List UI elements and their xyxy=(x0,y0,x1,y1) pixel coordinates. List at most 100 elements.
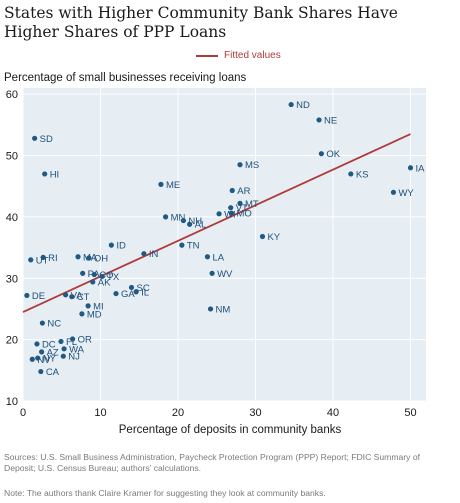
point-label-ny: NY xyxy=(43,354,57,365)
point-tx xyxy=(99,273,105,280)
point-nc xyxy=(39,320,45,326)
point-md xyxy=(79,311,85,317)
point-label-ne: NE xyxy=(324,115,337,126)
y-tick-60: 60 xyxy=(6,89,18,101)
point-mn xyxy=(163,214,169,220)
point-ms xyxy=(237,162,243,168)
point-wy xyxy=(390,189,397,195)
point-label-al: AL xyxy=(195,220,207,231)
x-tick-10: 10 xyxy=(94,407,106,419)
y-tick-20: 20 xyxy=(6,335,18,347)
point-label-ok: OK xyxy=(326,149,340,160)
point-label-az: AZ xyxy=(47,347,59,358)
point-or xyxy=(70,336,76,342)
y-tick-50: 50 xyxy=(6,151,18,163)
x-tick-40: 40 xyxy=(327,407,339,419)
point-label-ak: AK xyxy=(98,277,111,288)
y-tick-10: 10 xyxy=(6,396,18,408)
point-sd xyxy=(32,135,38,141)
y-tick-labels: 10 20 30 40 50 60 xyxy=(6,89,18,408)
point-la xyxy=(204,254,211,260)
point-label-wv: WV xyxy=(217,269,233,280)
point-oh xyxy=(86,255,92,261)
x-tick-labels: 0 10 20 30 40 50 xyxy=(20,407,417,419)
point-label-mn: MN xyxy=(171,212,186,223)
x-tick-50: 50 xyxy=(404,407,416,419)
point-label-tn: TN xyxy=(187,241,200,252)
point-ok xyxy=(318,151,324,157)
point-ri xyxy=(40,254,46,260)
point-mt xyxy=(237,200,243,206)
point-label-md: MD xyxy=(87,309,102,320)
point-label-nm: NM xyxy=(216,304,231,315)
x-tick-30: 30 xyxy=(249,407,261,419)
legend: Fitted values xyxy=(196,50,281,61)
point-label-nv: NV xyxy=(37,355,51,366)
point-de xyxy=(24,292,30,299)
point-hi xyxy=(42,171,48,177)
point-pa xyxy=(80,270,86,276)
y-axis-label: Percentage of small businesses receiving… xyxy=(4,72,247,84)
point-mo xyxy=(228,210,235,216)
point-az xyxy=(39,349,45,355)
point-label-id: ID xyxy=(116,241,126,252)
point-ut xyxy=(28,257,34,263)
point-ks xyxy=(348,171,354,177)
fitted-values-line xyxy=(22,133,411,313)
point-label-mt: MT xyxy=(245,199,259,210)
point-co xyxy=(91,271,97,278)
point-label-ga: GA xyxy=(121,289,135,300)
point-label-co: CO xyxy=(99,270,113,281)
plot-background xyxy=(23,88,426,401)
point-nv xyxy=(29,356,35,362)
point-label-nc: NC xyxy=(47,319,61,330)
point-ne xyxy=(316,117,322,123)
point-label-vt: VT xyxy=(236,203,248,214)
point-vt xyxy=(228,205,234,211)
point-label-wi: WI xyxy=(224,209,236,220)
point-label-ks: KS xyxy=(356,169,369,180)
point-label-mi: MI xyxy=(93,301,104,312)
point-al xyxy=(187,221,193,227)
point-label-tx: TX xyxy=(107,272,120,283)
point-wi xyxy=(216,211,222,217)
gridlines xyxy=(22,88,426,402)
point-me xyxy=(158,181,164,187)
x-axis-label: Percentage of deposits in community bank… xyxy=(118,424,342,436)
point-fl xyxy=(58,338,64,345)
point-label-va: VA xyxy=(71,290,84,301)
point-ia xyxy=(407,165,414,171)
point-label-ri: RI xyxy=(48,253,58,264)
point-ny xyxy=(35,355,41,361)
point-ak xyxy=(90,279,96,285)
point-label-nd: ND xyxy=(296,100,310,111)
point-label-nh: NH xyxy=(188,216,202,227)
point-ar xyxy=(229,187,235,194)
point-wv xyxy=(209,270,215,276)
point-label-ms: MS xyxy=(245,160,259,171)
point-ca xyxy=(38,368,44,375)
point-va xyxy=(63,292,69,298)
point-wa xyxy=(61,346,67,352)
point-in xyxy=(141,251,147,257)
legend-label-fitted: Fitted values xyxy=(224,50,281,61)
point-tn xyxy=(179,242,185,248)
y-tick-40: 40 xyxy=(6,212,18,224)
point-label-de: DE xyxy=(32,291,45,302)
point-label-sc: SC xyxy=(137,283,150,294)
sources-text: Sources: U.S. Small Business Administrat… xyxy=(4,452,420,473)
point-dc xyxy=(34,341,40,347)
point-label-fl: FL xyxy=(66,337,77,348)
point-label-ky: KY xyxy=(267,232,280,243)
point-mi xyxy=(85,303,91,309)
point-ky xyxy=(259,233,266,240)
point-label-dc: DC xyxy=(42,339,56,350)
x-tick-0: 0 xyxy=(20,407,26,419)
point-label-nj: NJ xyxy=(68,352,80,363)
point-sc xyxy=(128,284,135,291)
point-ga xyxy=(113,290,119,297)
y-tick-30: 30 xyxy=(6,273,18,285)
point-il xyxy=(133,289,139,295)
note-text: Note: The authors thank Claire Kramer fo… xyxy=(4,488,326,498)
